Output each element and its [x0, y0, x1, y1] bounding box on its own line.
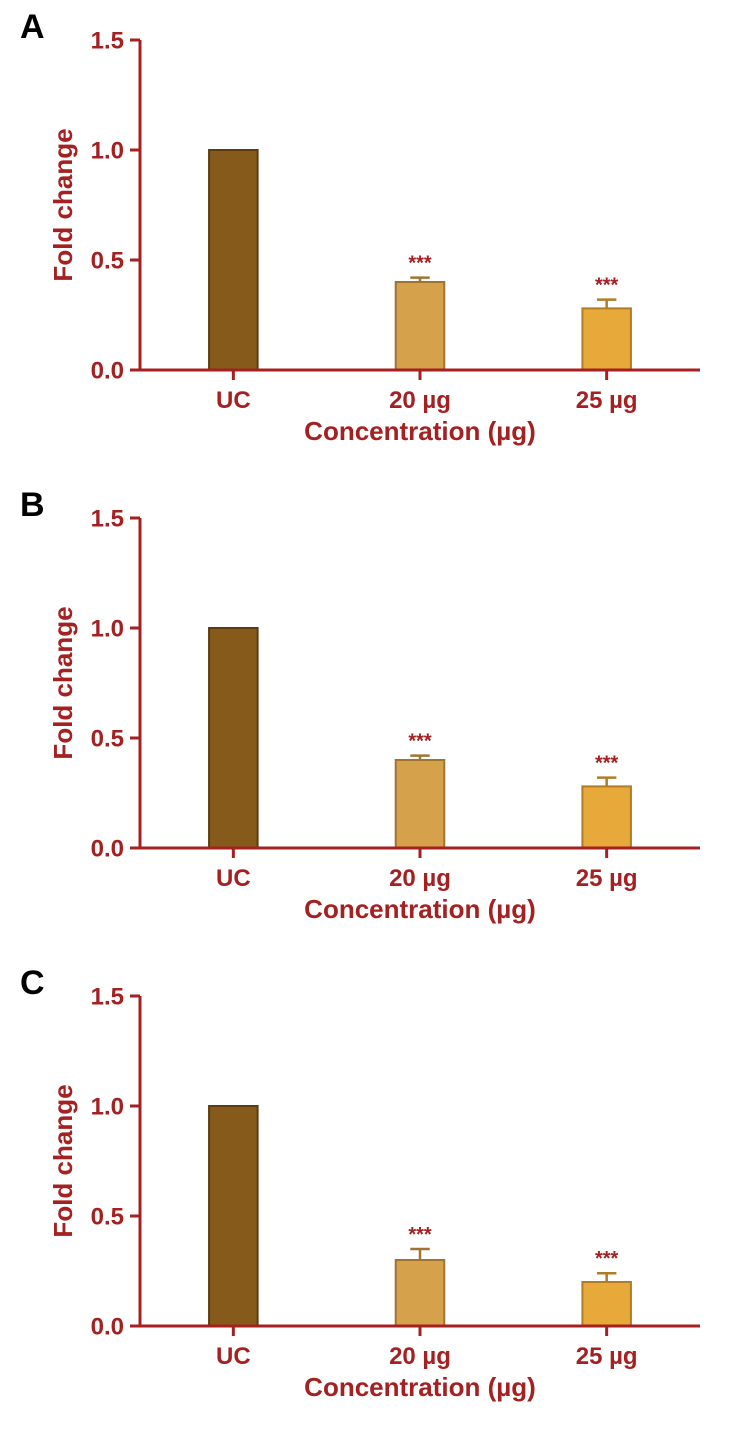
bar: [582, 786, 631, 848]
significance-marker: ***: [408, 253, 432, 275]
x-axis-label: Concentration (µg): [304, 416, 536, 446]
significance-marker: ***: [595, 1248, 619, 1270]
y-axis-label: Fold change: [48, 606, 78, 759]
y-tick-label: 0.0: [91, 357, 124, 384]
bar: [209, 1106, 258, 1326]
y-tick-label: 1.0: [91, 615, 124, 642]
y-tick-label: 0.5: [91, 247, 124, 274]
x-axis-label: Concentration (µg): [304, 1372, 536, 1402]
bar: [396, 1260, 445, 1326]
bar-chart: UC *** 20 µg *** 25 µg 0.0 0.5 1.0 1.5 Fold chang…: [0, 478, 747, 956]
panel-label: A: [20, 8, 45, 47]
x-tick-label: UC: [216, 865, 251, 892]
x-tick-label: 20 µg: [389, 387, 451, 414]
y-axis-label: Fold change: [48, 128, 78, 281]
x-tick-label: UC: [216, 1343, 251, 1370]
y-tick-label: 0.0: [91, 835, 124, 862]
panel-b: B UC *** 20 µg *** 25 µg 0.0 0.5 1.0 1.5 Fold chan…: [0, 478, 747, 956]
y-tick-label: 1.5: [91, 983, 124, 1010]
bar: [396, 760, 445, 848]
x-tick-label: 25 µg: [576, 865, 638, 892]
figure: A UC *** 20 µg *** 25 µg 0.0 0.5 1.0 1.5 Fold chan…: [0, 0, 747, 1440]
bar-chart: UC *** 20 µg *** 25 µg 0.0 0.5 1.0 1.5 Fold chang…: [0, 0, 747, 478]
panel-label: B: [20, 486, 45, 525]
y-tick-label: 0.0: [91, 1313, 124, 1340]
y-tick-label: 0.5: [91, 725, 124, 752]
y-tick-label: 1.5: [91, 27, 124, 54]
x-tick-label: 25 µg: [576, 1343, 638, 1370]
y-tick-label: 1.0: [91, 1093, 124, 1120]
bar: [582, 308, 631, 370]
y-tick-label: 1.5: [91, 505, 124, 532]
x-axis-label: Concentration (µg): [304, 894, 536, 924]
panel-a: A UC *** 20 µg *** 25 µg 0.0 0.5 1.0 1.5 Fold chan…: [0, 0, 747, 478]
x-tick-label: UC: [216, 387, 251, 414]
bar: [209, 628, 258, 848]
x-tick-label: 20 µg: [389, 865, 451, 892]
significance-marker: ***: [408, 1224, 432, 1246]
significance-marker: ***: [408, 731, 432, 753]
significance-marker: ***: [595, 275, 619, 297]
bar: [209, 150, 258, 370]
x-tick-label: 20 µg: [389, 1343, 451, 1370]
panel-c: C UC *** 20 µg *** 25 µg 0.0 0.5 1.0 1.5 Fold chan…: [0, 956, 747, 1434]
y-tick-label: 0.5: [91, 1203, 124, 1230]
x-tick-label: 25 µg: [576, 387, 638, 414]
bar: [582, 1282, 631, 1326]
y-tick-label: 1.0: [91, 137, 124, 164]
y-axis-label: Fold change: [48, 1084, 78, 1237]
bar: [396, 282, 445, 370]
significance-marker: ***: [595, 753, 619, 775]
bar-chart: UC *** 20 µg *** 25 µg 0.0 0.5 1.0 1.5 Fold chang…: [0, 956, 747, 1434]
panel-label: C: [20, 964, 45, 1003]
